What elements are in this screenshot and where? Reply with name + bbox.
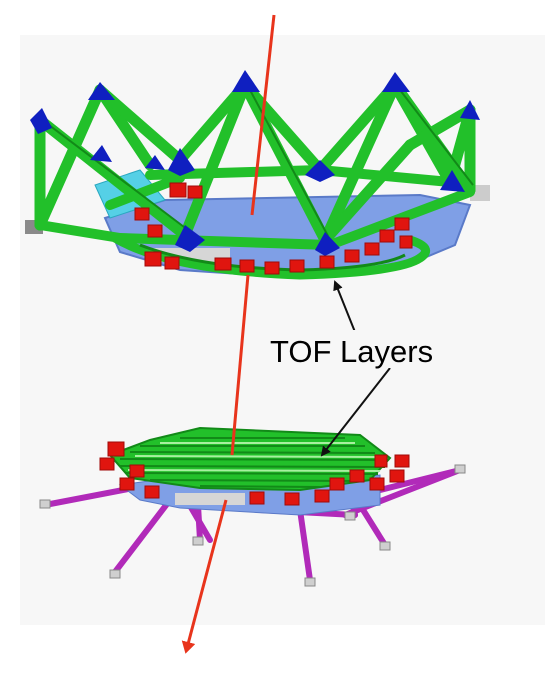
lower-strut-feet [39,464,466,587]
upper-frame-struts [34,79,476,246]
lower-purple-struts [42,467,463,583]
upper-pmt-boxes [134,182,413,275]
pointer-arrow-lower [320,367,391,457]
lower-pmt-boxes [99,441,410,506]
particle-track [181,14,276,654]
lower-grey-block [175,493,245,505]
lower-detector [39,426,466,587]
pointer-arrow-upper [333,280,356,333]
track-segment-lower [181,499,228,654]
upper-detector [25,70,490,280]
label-backdrop [268,330,440,368]
track-segment-middle [230,274,250,456]
track-segment-upper [250,14,276,216]
lower-paddle-highlights [127,442,381,472]
upper-blue-nodes [30,70,480,256]
tof-layers-label: TOF Layers [270,334,433,369]
lower-paddle-lines [119,437,386,488]
